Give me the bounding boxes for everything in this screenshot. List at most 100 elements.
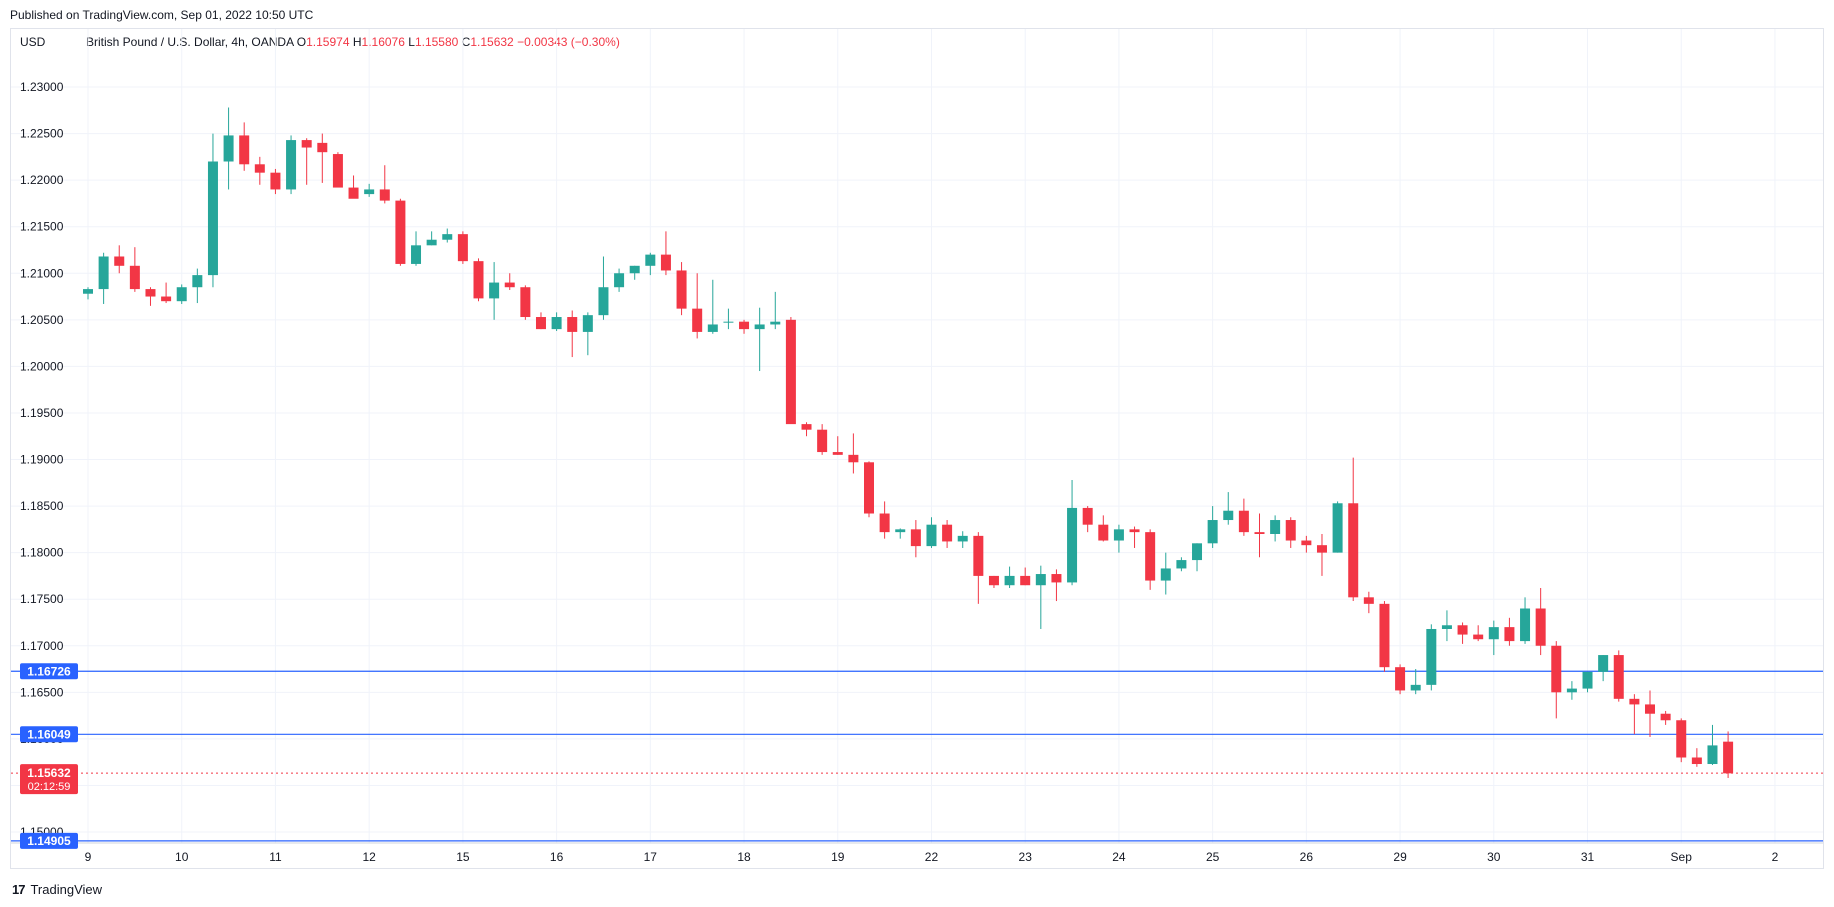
candle-down[interactable] [1254,532,1265,534]
candle-down[interactable] [801,424,812,430]
candle-down[interactable] [660,254,671,271]
candle-up[interactable] [1035,574,1046,586]
candle-down[interactable] [473,261,484,299]
candle-down[interactable] [1082,507,1093,525]
candle-up[interactable] [1332,503,1343,553]
candle-down[interactable] [879,513,890,533]
candle-down[interactable] [1613,655,1624,699]
candle-down[interactable] [864,462,874,514]
candle-down[interactable] [942,524,953,542]
symbol-name[interactable]: British Pound / U.S. Dollar, 4h, OANDA [86,35,294,49]
candle-up[interactable] [1176,560,1187,569]
candle-up[interactable] [1223,510,1234,521]
candle-down[interactable] [395,200,406,264]
candle-up[interactable] [83,289,93,294]
candle-up[interactable] [286,140,297,190]
candle-up[interactable] [598,287,609,316]
candle-down[interactable] [161,296,172,302]
candle-down[interactable] [1723,741,1734,774]
candle-down[interactable] [520,287,531,318]
candle-down[interactable] [832,452,843,455]
candle-up[interactable] [770,321,781,325]
candle-down[interactable] [848,454,859,463]
candle-up[interactable] [1441,625,1452,629]
candle-up[interactable] [957,535,968,542]
candle-up[interactable] [1707,745,1718,765]
candle-up[interactable] [98,256,109,290]
candle-down[interactable] [270,172,281,190]
candle-up[interactable] [1582,671,1593,689]
candle-up[interactable] [411,245,422,264]
candle-down[interactable] [1363,597,1374,604]
candle-down[interactable] [1504,627,1515,642]
candle-down[interactable] [348,187,359,199]
candle-down[interactable] [1535,608,1546,646]
candle-down[interactable] [332,154,343,188]
candle-down[interactable] [535,317,546,330]
candle-down[interactable] [1629,698,1640,705]
candle-down[interactable] [1020,575,1031,586]
candle-up[interactable] [442,234,453,240]
candle-up[interactable] [192,275,203,288]
candle-up[interactable] [707,324,718,332]
candle-down[interactable] [785,319,796,425]
candle-up[interactable] [426,239,437,246]
candle-up[interactable] [723,321,734,323]
candle-up[interactable] [645,254,656,266]
candle-up[interactable] [551,317,562,330]
candle-down[interactable] [973,535,984,576]
candle-up[interactable] [1067,507,1078,583]
candle-down[interactable] [254,164,265,173]
candle-down[interactable] [1691,757,1702,765]
candle-down[interactable] [1129,529,1140,533]
candle-down[interactable] [379,189,390,201]
candle-down[interactable] [910,529,921,547]
candle-up[interactable] [1410,684,1421,691]
candle-down[interactable] [301,140,312,148]
candle-down[interactable] [1285,520,1296,541]
candle-down[interactable] [457,234,468,262]
candle-up[interactable] [489,282,500,299]
candle-up[interactable] [1270,520,1281,534]
candle-down[interactable] [129,265,140,290]
candle-down[interactable] [1098,524,1109,541]
tradingview-logo-icon[interactable]: 17 [12,882,26,897]
candle-down[interactable] [567,317,578,332]
candle-down[interactable] [988,575,999,586]
candle-up[interactable] [895,529,906,533]
candle-down[interactable] [1473,634,1484,640]
candle-down[interactable] [1051,574,1062,583]
candle-up[interactable] [1520,608,1531,642]
candle-up[interactable] [1598,655,1609,672]
candle-up[interactable] [1426,628,1437,685]
candle-up[interactable] [1192,543,1203,561]
candle-up[interactable] [223,135,234,162]
candle-down[interactable] [1457,625,1468,635]
candle-down[interactable] [504,282,515,288]
candle-down[interactable] [1676,720,1687,758]
candle-up[interactable] [629,265,640,274]
candle-down[interactable] [1395,667,1406,691]
candle-up[interactable] [364,189,375,195]
candle-down[interactable] [817,429,828,453]
candle-down[interactable] [1660,713,1671,721]
candle-down[interactable] [1551,645,1562,693]
candle-down[interactable] [1316,545,1327,553]
candle-down[interactable] [1238,510,1249,533]
candle-up[interactable] [1160,568,1171,581]
candle-up[interactable] [614,273,625,288]
candle-down[interactable] [1145,532,1156,581]
candle-up[interactable] [176,287,187,302]
candle-down[interactable] [1348,503,1359,598]
candle-down[interactable] [676,270,687,309]
candle-up[interactable] [1488,627,1499,640]
candle-down[interactable] [317,142,328,153]
candle-down[interactable] [145,289,156,297]
candle-down[interactable] [692,308,703,332]
candle-down[interactable] [1645,704,1655,714]
candle-up[interactable] [754,324,765,330]
candle-up[interactable] [1566,688,1577,693]
candle-down[interactable] [239,135,250,165]
candle-up[interactable] [1004,575,1015,586]
